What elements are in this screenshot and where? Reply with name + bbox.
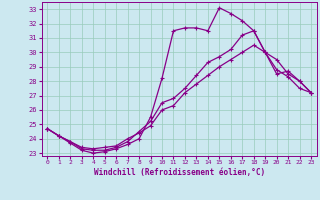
X-axis label: Windchill (Refroidissement éolien,°C): Windchill (Refroidissement éolien,°C) xyxy=(94,168,265,177)
